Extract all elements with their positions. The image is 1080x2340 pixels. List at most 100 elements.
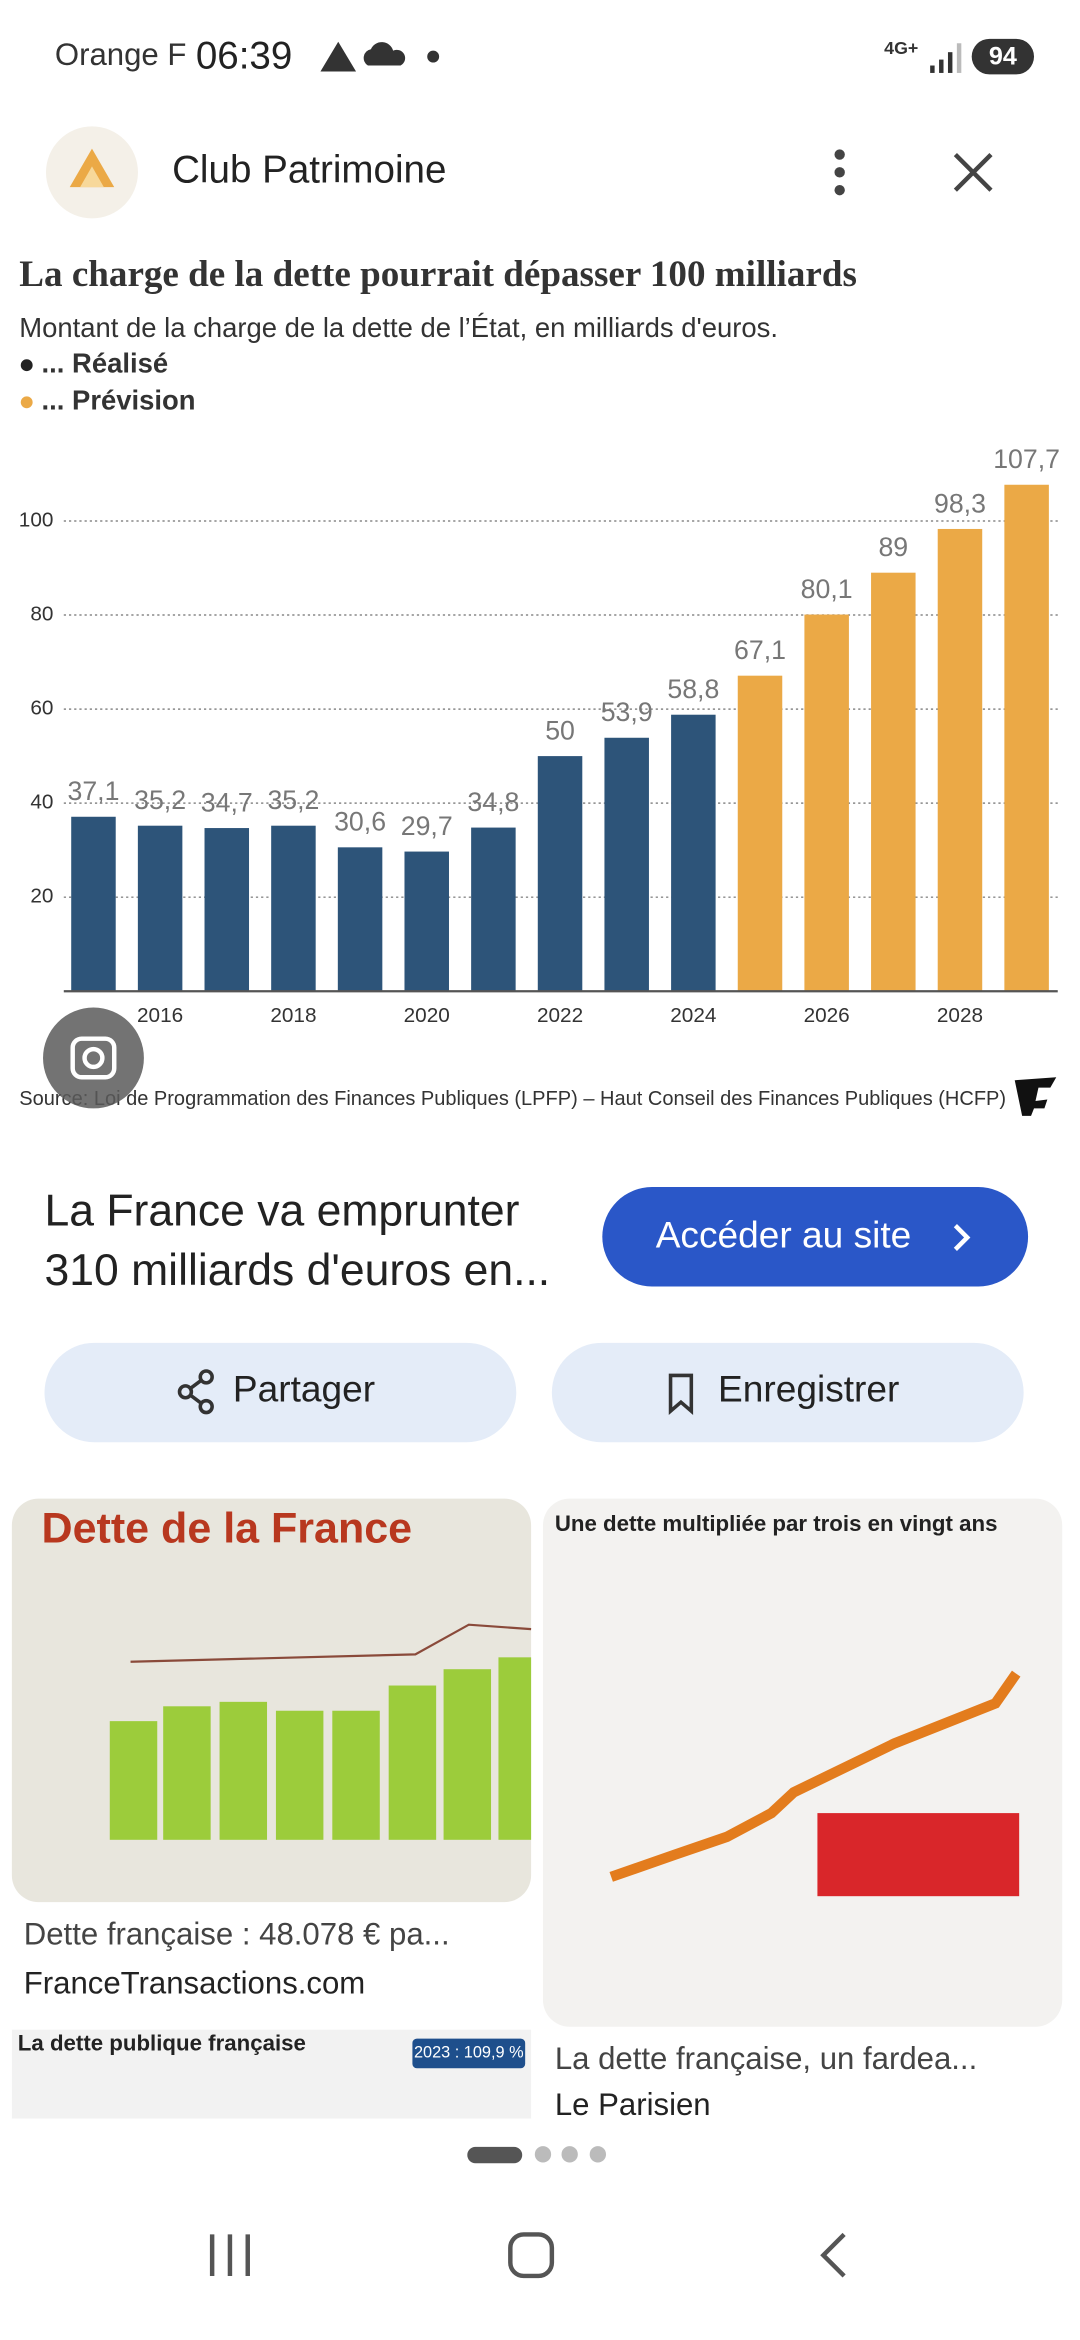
x-tick-label: 2022 [537, 1004, 583, 1027]
x-tick-label: 2026 [804, 1004, 850, 1027]
dot-icon [427, 50, 440, 63]
value-label: 34,7 [201, 787, 253, 817]
chart-subtitle: Montant de la charge de la dette de l’Ét… [19, 312, 778, 343]
nav-recents[interactable] [209, 2234, 250, 2276]
bar [937, 528, 983, 992]
close-button[interactable] [953, 152, 993, 192]
value-label: 35,2 [267, 785, 319, 815]
x-tick-label: 2016 [137, 1004, 183, 1027]
battery-level: 94 [989, 43, 1017, 71]
bar [1004, 484, 1049, 992]
signal-icon [930, 43, 962, 73]
bar [271, 825, 316, 992]
lens-icon-center [82, 1046, 105, 1070]
alert-icon [320, 41, 357, 72]
visit-button[interactable] [602, 1187, 1029, 1287]
result-title[interactable]: La France va emprunter [45, 1187, 520, 1236]
bar [604, 737, 649, 992]
y-tick-label: 80 [30, 603, 53, 626]
bar [537, 756, 583, 992]
share-icon [177, 1369, 214, 1415]
value-label: 89 [878, 532, 908, 562]
bar [671, 714, 716, 992]
value-label: 67,1 [734, 635, 786, 665]
nav-back[interactable] [820, 2232, 846, 2278]
pager-dot [561, 2146, 578, 2163]
y-tick-label: 60 [30, 697, 53, 720]
value-label: 58,8 [667, 674, 719, 704]
related-image-line [609, 1670, 1021, 1882]
bar [404, 851, 449, 992]
related-image-title: Dette de la France [42, 1505, 413, 1553]
bar [471, 827, 516, 992]
x-tick-label: 2024 [670, 1004, 716, 1027]
bar [137, 825, 183, 992]
lens-icon [70, 1036, 117, 1080]
value-label: 30,6 [334, 807, 386, 837]
bar [804, 614, 849, 992]
bar [871, 572, 916, 992]
value-label: 50 [545, 715, 575, 745]
chevron-icon [953, 1224, 971, 1251]
menu-button[interactable] [834, 149, 845, 196]
value-label: 98,3 [934, 488, 986, 518]
related-source[interactable]: FranceTransactions.com [24, 1965, 366, 2000]
legend-label: ... Prévision [42, 385, 196, 416]
related-image-badge: 2023 : 109,9 % [414, 2044, 524, 2062]
save-button[interactable] [551, 1342, 1024, 1443]
share-button[interactable] [44, 1342, 517, 1443]
battery [971, 38, 1035, 75]
related-source[interactable]: Le Parisien [555, 2087, 711, 2122]
related-image-bars [109, 1657, 532, 1840]
logo-mark-inner [80, 166, 104, 188]
save-label[interactable]: Enregistrer [718, 1368, 899, 1410]
bar [71, 816, 116, 992]
related-caption[interactable]: Dette française : 48.078 € pa... [24, 1916, 450, 1951]
save-icon [668, 1373, 694, 1415]
related-image[interactable] [542, 1498, 1063, 2027]
clock: 06:39 [196, 34, 293, 77]
site-name[interactable]: Club Patrimoine [172, 149, 446, 192]
x-tick-label: 2028 [937, 1004, 983, 1027]
related-image-line [130, 1623, 532, 1663]
value-label: 29,7 [401, 811, 453, 841]
legend-marker [20, 396, 33, 409]
visit-button-label[interactable]: Accéder au site [656, 1213, 912, 1255]
network: 4G+ [884, 38, 918, 58]
related-image-title: Une dette multipliée par trois en vingt … [555, 1511, 998, 1536]
pager-dot [589, 2146, 607, 2163]
result-title[interactable]: 310 milliards d'euros en... [45, 1246, 551, 1295]
pager-dot [534, 2146, 552, 2163]
carrier: Orange F [55, 37, 187, 72]
bar [337, 847, 383, 992]
legend-marker [20, 359, 33, 372]
value-label: 107,7 [993, 444, 1060, 474]
value-label: 35,2 [134, 785, 186, 815]
bar [737, 675, 783, 992]
chart-source: Source: Loi de Programmation des Finance… [19, 1088, 1006, 1110]
nav-home[interactable] [508, 2232, 555, 2279]
value-label: 80,1 [801, 574, 853, 604]
bar [204, 828, 250, 992]
chart-title: La charge de la dette pourrait dépasser … [19, 254, 857, 295]
y-tick-label: 100 [19, 508, 54, 531]
lens-button[interactable] [43, 1007, 144, 1109]
x-tick-label: 2018 [270, 1004, 316, 1027]
chart: ... Réalisé ... Prévision 20 40 60 80 100 2016 2… [19, 347, 1060, 1026]
share-label[interactable]: Partager [233, 1368, 375, 1410]
cloud-icon [363, 42, 406, 66]
value-label: 37,1 [67, 776, 119, 806]
value-label: 53,9 [601, 697, 653, 727]
related-caption[interactable]: La dette française, un fardea... [555, 2041, 977, 2076]
x-tick-label: 2020 [404, 1004, 450, 1027]
related-image-title: La dette publique française [18, 2030, 306, 2055]
related-image-badge-bg [412, 2038, 526, 2069]
y-tick-label: 40 [30, 791, 53, 814]
value-label: 34,8 [467, 787, 519, 817]
legend-label: ... Réalisé [42, 347, 169, 378]
y-tick-label: 20 [30, 885, 53, 908]
related-image-note [817, 1813, 1020, 1897]
publisher-logo [1014, 1077, 1057, 1116]
